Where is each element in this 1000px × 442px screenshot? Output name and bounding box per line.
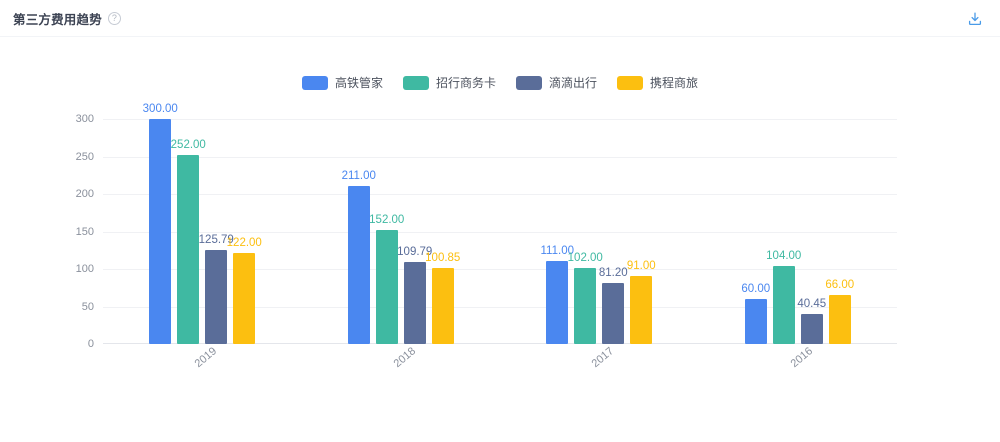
gridline <box>103 269 897 270</box>
bar-2017-0[interactable]: 111.00 <box>541 245 574 344</box>
y-axis-tick-label: 200 <box>75 188 94 200</box>
bar-value-label: 211.00 <box>341 169 376 182</box>
bar-2018-1[interactable]: 152.00 <box>369 214 404 344</box>
bar-2016-3[interactable]: 66.00 <box>825 279 854 344</box>
bar-2019-3[interactable]: 122.00 <box>227 237 262 344</box>
legend-item-label: 携程商旅 <box>650 76 699 90</box>
bar-value-label: 111.00 <box>540 244 574 257</box>
bar-2018-0[interactable]: 211.00 <box>342 170 376 344</box>
y-axis-tick-label: 250 <box>75 150 94 163</box>
bar-2019-0[interactable]: 300.00 <box>143 103 178 344</box>
legend-swatch-icon <box>301 75 328 90</box>
gridline <box>103 194 897 195</box>
bar-2016-1[interactable]: 104.00 <box>766 250 801 344</box>
x-axis-category-label: 2019 <box>192 345 220 371</box>
x-axis-category-label: 2017 <box>589 345 617 371</box>
x-axis-category-label: 2016 <box>788 345 815 371</box>
legend-swatch-icon <box>402 75 429 90</box>
bar-group-2016: 60.00 104.00 40.45 66.00 2016 <box>699 119 898 370</box>
question-circle-icon[interactable]: ? <box>107 11 121 25</box>
bar-value-label: 100.85 <box>425 252 461 265</box>
bar-2017-2[interactable]: 81.20 <box>599 267 628 344</box>
legend-item-label: 滴滴出行 <box>549 76 598 90</box>
legend-swatch-icon <box>516 75 542 90</box>
bar-value-label: 122.00 <box>226 236 262 249</box>
bar-2019-1[interactable]: 252.00 <box>171 139 206 344</box>
y-axis-tick-label: 100 <box>75 263 94 275</box>
bar-group-2018: 211.00 152.00 109.79 100.85 2018 <box>302 119 501 370</box>
bar-value-label: 40.45 <box>797 297 827 310</box>
legend-item-2[interactable]: 滴滴出行 <box>516 74 597 91</box>
bar-value-label: 81.20 <box>598 267 628 280</box>
bar-2017-1[interactable]: 102.00 <box>568 252 603 344</box>
download-icon[interactable] <box>966 10 984 28</box>
bar-value-label: 66.00 <box>825 278 855 291</box>
panel-header: 第三方费用趋势 ? <box>0 0 1000 37</box>
plot-area: 0 50 100 150 200 250 300 300.00 252.00 125.79 122.… <box>76 103 898 370</box>
gridline <box>103 156 897 158</box>
legend-item-3[interactable]: 携程商旅 <box>617 74 698 91</box>
page-title: 第三方费用趋势 <box>13 12 102 27</box>
x-axis-category-label: 2018 <box>391 345 418 371</box>
bar-value-label: 125.79 <box>198 233 234 246</box>
bar-2017-3[interactable]: 91.00 <box>627 260 656 344</box>
bar-2018-2[interactable]: 109.79 <box>397 246 432 344</box>
gridline <box>103 231 897 233</box>
x-axis-baseline <box>103 343 897 344</box>
bar-value-label: 300.00 <box>142 103 178 115</box>
bar-value-label: 252.00 <box>170 139 206 151</box>
bar-value-label: 109.79 <box>397 245 433 258</box>
bar-2018-3[interactable]: 100.85 <box>425 252 460 344</box>
bar-2016-2[interactable]: 40.45 <box>797 298 826 344</box>
chart-legend: 高铁管家 招行商务卡 滴滴出行 携程商旅 <box>0 74 1000 91</box>
bar-value-label: 102.00 <box>567 251 603 264</box>
bar-group-2017: 111.00 102.00 81.20 91.00 2017 <box>500 119 699 370</box>
bar-2019-2[interactable]: 125.79 <box>199 234 234 344</box>
y-axis-tick-label: 50 <box>81 300 94 313</box>
legend-item-label: 高铁管家 <box>334 76 383 90</box>
bar-value-label: 60.00 <box>741 283 771 295</box>
bar-2016-0[interactable]: 60.00 <box>741 283 770 344</box>
legend-item-label: 招行商务卡 <box>435 76 496 90</box>
y-axis-tick-label: 0 <box>87 338 94 350</box>
gridline <box>103 306 897 308</box>
bar-value-label: 152.00 <box>369 214 405 226</box>
legend-item-1[interactable]: 招行商务卡 <box>402 74 496 91</box>
bar-value-label: 104.00 <box>766 250 802 262</box>
gridline <box>103 119 897 120</box>
bar-group-2019: 300.00 252.00 125.79 122.00 2019 <box>103 103 302 370</box>
bar-value-label: 91.00 <box>626 259 656 272</box>
legend-item-0[interactable]: 高铁管家 <box>301 74 383 91</box>
y-axis-tick-label: 150 <box>75 225 94 238</box>
legend-swatch-icon <box>617 75 644 90</box>
y-axis-tick-label: 300 <box>75 113 94 125</box>
